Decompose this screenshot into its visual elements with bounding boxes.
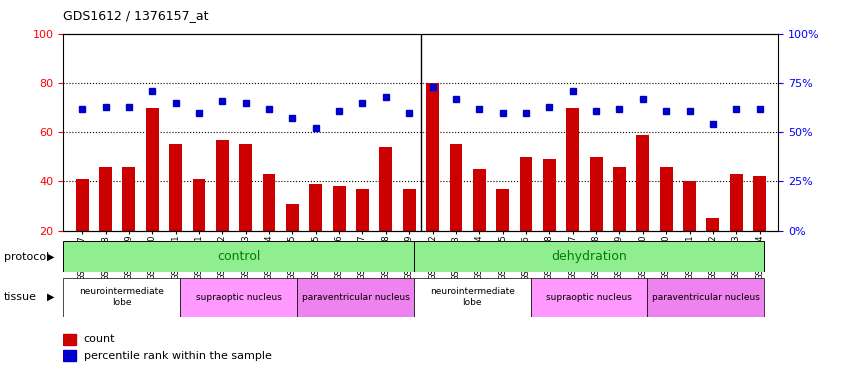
Bar: [239, 144, 252, 280]
Text: neurointermediate
lobe: neurointermediate lobe: [430, 288, 514, 307]
Text: supraoptic nucleus: supraoptic nucleus: [547, 292, 632, 302]
FancyBboxPatch shape: [297, 278, 414, 317]
FancyBboxPatch shape: [63, 241, 414, 272]
Bar: [356, 189, 369, 280]
Text: protocol: protocol: [4, 252, 49, 261]
Bar: [146, 108, 159, 280]
Bar: [753, 177, 766, 280]
Bar: [683, 182, 696, 280]
Text: tissue: tissue: [4, 292, 37, 302]
Bar: [379, 147, 393, 280]
Text: paraventricular nucleus: paraventricular nucleus: [652, 292, 760, 302]
Bar: [310, 184, 322, 280]
Bar: [449, 144, 463, 280]
Text: GDS1612 / 1376157_at: GDS1612 / 1376157_at: [63, 9, 209, 22]
Bar: [216, 140, 228, 280]
Text: paraventricular nucleus: paraventricular nucleus: [301, 292, 409, 302]
Text: supraoptic nucleus: supraoptic nucleus: [195, 292, 282, 302]
Bar: [99, 166, 112, 280]
Bar: [75, 179, 89, 280]
Bar: [169, 144, 182, 280]
Bar: [286, 204, 299, 280]
Bar: [636, 135, 649, 280]
Text: count: count: [84, 334, 115, 345]
Bar: [332, 186, 345, 280]
FancyBboxPatch shape: [530, 278, 647, 317]
Bar: [566, 108, 580, 280]
Text: neurointermediate
lobe: neurointermediate lobe: [80, 288, 164, 307]
Bar: [426, 83, 439, 280]
FancyBboxPatch shape: [180, 278, 297, 317]
Bar: [473, 169, 486, 280]
Text: control: control: [217, 250, 261, 263]
Bar: [403, 189, 415, 280]
Text: dehydration: dehydration: [552, 250, 627, 263]
FancyBboxPatch shape: [414, 241, 764, 272]
Bar: [590, 157, 602, 280]
Text: percentile rank within the sample: percentile rank within the sample: [84, 351, 272, 361]
Bar: [63, 334, 75, 345]
Text: ▶: ▶: [47, 252, 54, 261]
Bar: [193, 179, 206, 280]
Bar: [63, 350, 75, 361]
Bar: [497, 189, 509, 280]
FancyBboxPatch shape: [63, 278, 180, 317]
Bar: [262, 174, 276, 280]
Bar: [123, 166, 135, 280]
Bar: [613, 166, 626, 280]
Bar: [543, 159, 556, 280]
FancyBboxPatch shape: [647, 278, 764, 317]
FancyBboxPatch shape: [414, 278, 530, 317]
Bar: [519, 157, 532, 280]
Bar: [706, 218, 719, 280]
Text: ▶: ▶: [47, 292, 54, 302]
Bar: [660, 166, 673, 280]
Bar: [730, 174, 743, 280]
